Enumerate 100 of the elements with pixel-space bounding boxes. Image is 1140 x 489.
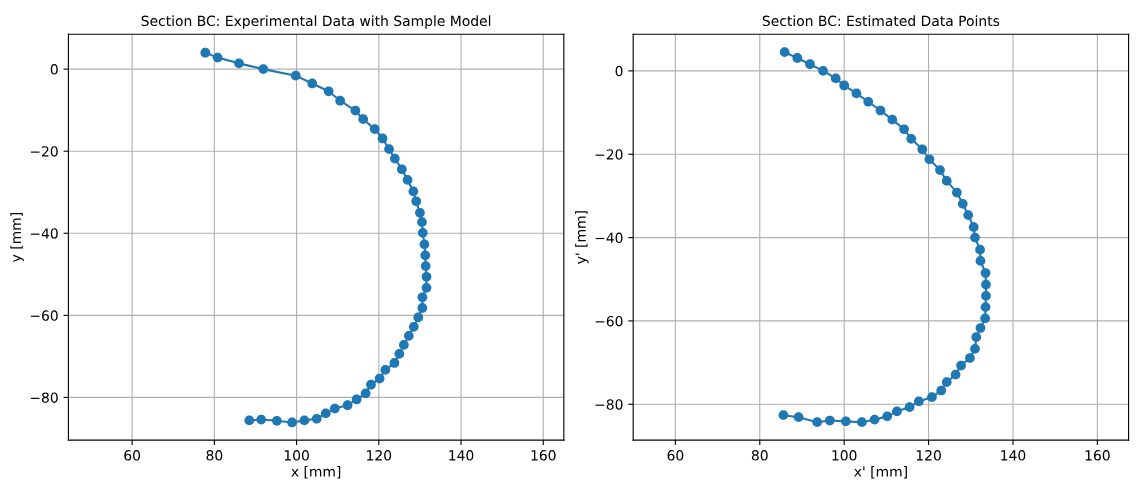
point (882, 411, 893, 422)
point (975, 244, 985, 255)
point (981, 279, 991, 290)
point (914, 396, 924, 407)
y-axis-title: y' [mm] (575, 211, 589, 264)
y-tick-label: 0 (615, 65, 623, 77)
point (812, 417, 823, 428)
chart-title: Section BC: Experimental Data with Sample Model (141, 15, 491, 29)
y-tick-label: −80 (30, 392, 58, 403)
point (408, 186, 419, 197)
point (350, 105, 361, 116)
point (950, 369, 961, 380)
point (980, 313, 990, 324)
point (244, 415, 255, 426)
point (420, 250, 431, 261)
y-tick-label: −20 (30, 146, 58, 157)
point (271, 415, 282, 426)
point (358, 114, 369, 125)
point (970, 232, 980, 243)
point (980, 302, 991, 313)
point (384, 144, 394, 154)
point (411, 196, 422, 207)
point (396, 164, 407, 175)
x-tick-label: 120 (916, 450, 941, 461)
point (904, 402, 915, 413)
point (899, 124, 909, 135)
point (935, 165, 945, 175)
point (394, 349, 405, 359)
point (374, 373, 385, 384)
y-tick-label: −60 (595, 315, 623, 327)
y-tick-label: −40 (30, 228, 58, 239)
point (258, 64, 269, 74)
point (963, 210, 974, 220)
x-tick-label: 100 (832, 450, 857, 461)
x-tick-label: 80 (751, 450, 768, 461)
y-tick-label: −80 (595, 399, 623, 410)
y-tick-label: −40 (595, 232, 623, 244)
point (792, 53, 803, 63)
point (965, 353, 975, 363)
point (320, 408, 331, 419)
point (778, 410, 789, 420)
point (779, 47, 790, 58)
point (360, 388, 371, 399)
point (329, 403, 340, 414)
point (342, 400, 353, 411)
point (419, 239, 430, 250)
x-tick-label: 80 (206, 450, 223, 461)
point (980, 268, 991, 278)
point (287, 417, 297, 428)
x-axis-title: x' [mm] (854, 466, 907, 479)
point (380, 365, 391, 375)
y-tick-label: −20 (595, 149, 623, 160)
point (421, 282, 432, 293)
point (420, 261, 431, 271)
point (892, 406, 902, 417)
point (956, 360, 966, 371)
point (299, 415, 310, 426)
point (366, 379, 376, 390)
point (981, 291, 991, 301)
point (805, 59, 815, 70)
point (389, 358, 400, 368)
point (869, 414, 880, 425)
point (403, 331, 414, 341)
point (369, 124, 380, 134)
point (851, 88, 862, 99)
y-tick-label: −60 (30, 310, 58, 321)
x-tick-label: 140 (449, 450, 474, 461)
chart-title: Section BC: Estimated Data Points (762, 15, 1000, 27)
point (415, 207, 425, 218)
point (917, 144, 928, 155)
point (830, 73, 841, 84)
point (818, 66, 828, 76)
point (975, 323, 986, 333)
point (234, 58, 244, 69)
point (957, 198, 968, 209)
point (970, 343, 980, 354)
point (971, 332, 982, 343)
point (941, 176, 952, 186)
x-axis-title: x [mm] (291, 466, 341, 479)
point (887, 114, 898, 125)
point (951, 187, 962, 198)
point (857, 417, 867, 428)
x-tick-label: 100 (284, 450, 309, 461)
point (927, 392, 937, 403)
point (200, 47, 211, 58)
point (906, 133, 917, 144)
x-tick-label: 160 (531, 450, 556, 461)
point (839, 80, 850, 91)
point (824, 415, 835, 426)
point (975, 256, 986, 266)
point (377, 133, 388, 144)
point (417, 217, 427, 228)
point (924, 154, 935, 165)
point (936, 385, 947, 396)
point (417, 292, 428, 303)
point (408, 321, 419, 332)
x-tick-label: 160 (1085, 450, 1110, 461)
point (793, 412, 804, 423)
x-tick-label: 120 (367, 450, 392, 461)
point (413, 312, 424, 323)
